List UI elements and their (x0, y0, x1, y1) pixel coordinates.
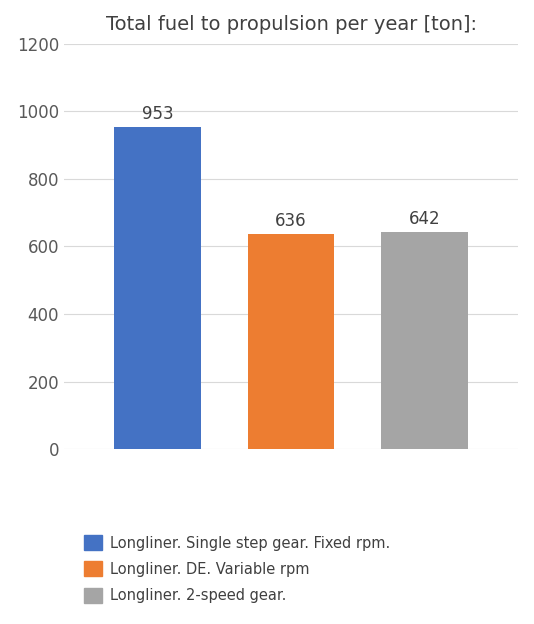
Legend: Longliner. Single step gear. Fixed rpm., Longliner. DE. Variable rpm, Longliner.: Longliner. Single step gear. Fixed rpm.,… (77, 528, 398, 610)
Text: 642: 642 (409, 210, 441, 228)
Bar (248, 234, 334, 449)
Text: 636: 636 (275, 212, 307, 230)
Bar (114, 127, 201, 449)
Text: 953: 953 (142, 105, 174, 123)
Bar (381, 232, 468, 449)
Title: Total fuel to propulsion per year [ton]:: Total fuel to propulsion per year [ton]: (106, 15, 476, 34)
